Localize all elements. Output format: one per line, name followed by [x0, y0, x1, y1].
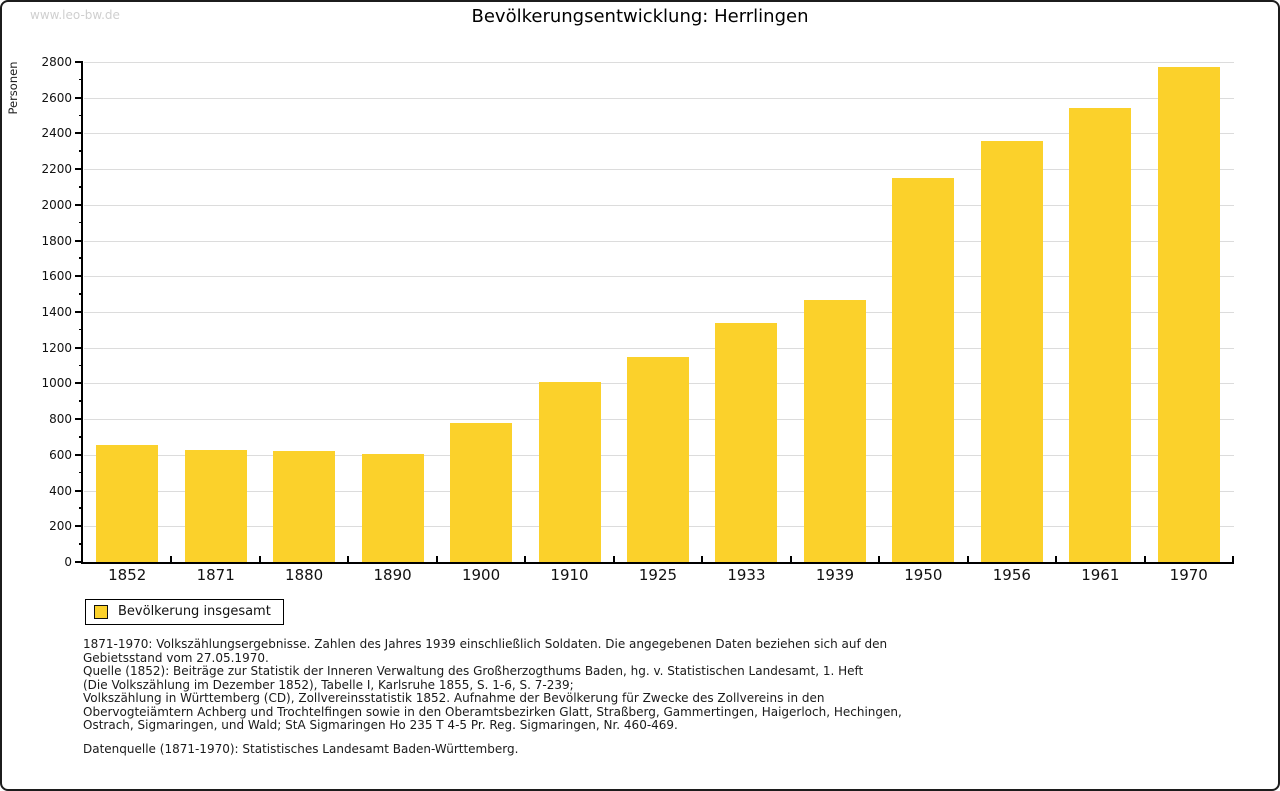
y-axis-major-tick: [75, 561, 83, 563]
bar-1970: [1157, 67, 1220, 562]
bar-1950: [892, 178, 955, 562]
bar-1871: [184, 450, 247, 562]
y-tick-label: 1800: [41, 233, 72, 248]
legend: Bevölkerung insgesamt: [85, 599, 284, 625]
y-tick-label: 200: [49, 519, 72, 534]
chart-title: Bevölkerungsentwicklung: Herrlingen: [471, 6, 809, 27]
x-axis-boundary-tick: [1055, 556, 1058, 562]
y-tick-label: 2200: [41, 162, 72, 177]
y-tick-label: 400: [49, 483, 72, 498]
x-tick-label: 1925: [638, 566, 678, 584]
x-axis-boundary-tick: [789, 556, 792, 562]
bar-1910: [538, 381, 601, 562]
x-tick-label: 1956: [992, 566, 1031, 584]
y-axis-major-tick: [75, 203, 83, 206]
y-axis-major-tick: [75, 239, 83, 242]
footnote-line: Ostrach, Sigmaringen, und Wald; StA Sigm…: [83, 718, 678, 732]
y-axis-line: [81, 62, 83, 564]
x-tick-label: 1900: [461, 566, 501, 584]
x-tick-label: 1933: [727, 566, 766, 584]
y-tick-label: 2000: [41, 197, 72, 212]
gridline: [84, 347, 1234, 349]
datasource-line: Datenquelle (1871-1970): Statistisches L…: [83, 742, 519, 756]
x-tick-label: 1880: [285, 566, 324, 584]
y-tick-label: 1200: [41, 340, 72, 355]
gridline: [84, 240, 1234, 242]
bar-1939: [803, 299, 866, 562]
y-axis-major-tick: [75, 525, 83, 528]
y-axis-major-tick: [75, 168, 83, 171]
footnote-line: 1871-1970: Volkszählungsergebnisse. Zahl…: [83, 637, 888, 651]
x-tick-label: 1961: [1081, 566, 1120, 584]
x-tick-label: 1939: [815, 566, 854, 584]
y-axis-major-tick: [75, 346, 83, 349]
bar-1933: [715, 322, 778, 562]
x-axis-boundary-tick: [435, 556, 438, 562]
x-axis-boundary-tick: [170, 556, 173, 562]
y-tick-label: 1400: [41, 305, 72, 319]
x-tick-label: 1950: [904, 566, 943, 584]
x-axis-boundary-tick: [347, 556, 350, 562]
legend-label: Bevölkerung insgesamt: [118, 604, 271, 619]
x-axis-boundary-tick: [258, 556, 261, 562]
bar-1961: [1069, 108, 1132, 562]
y-tick-label: 800: [49, 412, 72, 427]
gridline: [84, 62, 1234, 63]
y-tick-label: 2400: [41, 126, 72, 141]
y-tick-label: 600: [49, 447, 72, 462]
x-tick-label: 1871: [196, 566, 235, 584]
gridline: [84, 276, 1234, 278]
bar-1880: [273, 451, 336, 562]
y-axis-major-tick: [75, 382, 83, 385]
y-axis-major-tick: [75, 489, 83, 492]
x-tick-label: 1852: [108, 566, 147, 584]
y-axis-major-tick: [75, 418, 83, 421]
y-axis-major-tick: [75, 61, 83, 63]
bar-1890: [361, 453, 424, 562]
y-tick-label: 0: [64, 555, 72, 569]
y-tick-label: 2600: [41, 90, 72, 105]
x-axis-boundary-tick: [966, 556, 969, 562]
bar-1852: [96, 445, 159, 562]
gridline: [84, 133, 1234, 135]
bar-1900: [450, 422, 513, 562]
y-axis-major-tick: [75, 96, 83, 99]
footnote-line: Gebietsstand vom 27.05.1970.: [83, 650, 269, 665]
x-axis-boundary-tick: [612, 556, 615, 562]
footnotes: 1871-1970: Volkszählungsergebnisse. Zahl…: [83, 637, 902, 733]
x-axis-boundary-tick: [1143, 556, 1146, 562]
y-axis-major-tick: [75, 453, 83, 456]
y-tick-label: 1000: [41, 376, 72, 391]
x-axis-boundary-tick: [878, 556, 881, 562]
x-tick-label: 1890: [373, 566, 412, 584]
footnote-line: (Die Volkszählung im Dezember 1852), Tab…: [83, 677, 574, 692]
footnote-line: Obervogteiämtern Achberg und Trochtelfin…: [83, 704, 902, 719]
plot-area: 0 200 400 600 800 1000 1200 1400 1600 1800 2000 220…: [2, 2, 1278, 602]
gridline: [84, 97, 1234, 99]
y-axis-major-tick: [75, 275, 83, 278]
y-axis-major-tick: [75, 132, 83, 135]
x-tick-label: 1910: [550, 566, 589, 584]
gridline: [84, 169, 1234, 171]
y-tick-label: 1600: [41, 269, 72, 284]
legend-swatch: [94, 604, 108, 619]
footnote-line: Quelle (1852): Beiträge zur Statistik de…: [83, 664, 864, 678]
bar-1925: [627, 356, 689, 562]
bar-1956: [980, 140, 1043, 562]
footnote-line: Volkszählung in Württemberg (CD), Zollve…: [83, 691, 825, 705]
x-axis-boundary-tick: [524, 556, 527, 562]
y-axis-major-tick: [75, 311, 83, 313]
x-tick-label: 1970: [1169, 566, 1208, 584]
gridline: [84, 204, 1234, 206]
x-axis-boundary-tick: [701, 556, 704, 562]
watermark: www.leo-bw.de: [30, 8, 120, 22]
x-axis-line: [81, 562, 1234, 564]
x-axis-boundary-tick: [1232, 556, 1234, 562]
gridline: [84, 312, 1234, 313]
y-tick-label: 2800: [41, 55, 72, 69]
